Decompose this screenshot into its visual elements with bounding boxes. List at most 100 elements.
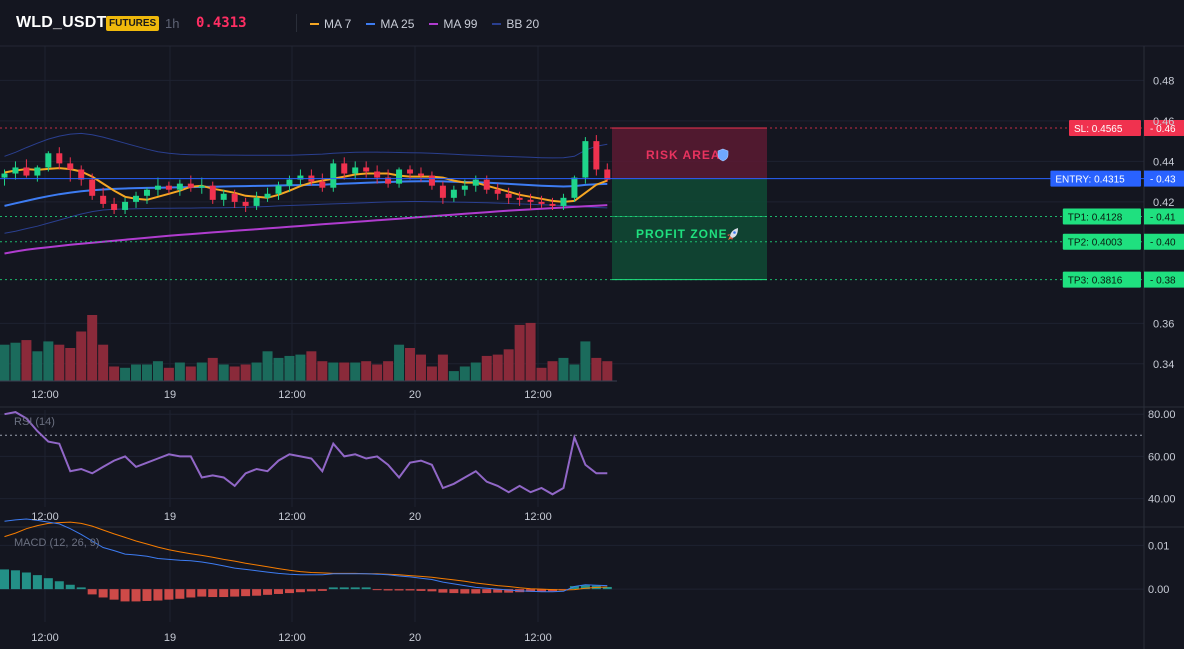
volume-bar bbox=[426, 366, 437, 381]
volume-bar bbox=[21, 340, 32, 381]
sl-axis-tag bbox=[1144, 119, 1184, 136]
volume-bar bbox=[207, 357, 218, 381]
candle-down bbox=[417, 173, 424, 176]
volume-bar bbox=[0, 344, 10, 381]
macd-histogram-bar bbox=[405, 589, 415, 591]
macd-label: MACD (12, 26, 9) bbox=[14, 537, 100, 549]
profit-zone bbox=[612, 178, 767, 280]
macd-axis-tick: 0.00 bbox=[1148, 584, 1169, 596]
price-axis-tick: 0.34 bbox=[1153, 359, 1174, 371]
candle-down bbox=[483, 179, 490, 190]
volume-bar bbox=[361, 361, 372, 381]
candle-up bbox=[264, 193, 271, 198]
candle-up bbox=[122, 201, 129, 210]
macd-histogram-bar bbox=[438, 589, 448, 593]
legend-ma25[interactable]: MA 25 bbox=[366, 17, 414, 31]
legend-ma7[interactable]: MA 7 bbox=[310, 17, 351, 31]
candle-up bbox=[396, 169, 403, 184]
bb-upper-band bbox=[4, 132, 608, 159]
time-axis-tick: 12:00 bbox=[524, 389, 552, 401]
candle-up bbox=[560, 197, 567, 206]
macd-histogram-bar bbox=[306, 589, 316, 592]
entry-tag bbox=[1050, 170, 1141, 187]
macd-histogram-bar bbox=[142, 589, 152, 601]
candle-down bbox=[242, 201, 249, 206]
macd-histogram-bar bbox=[493, 589, 503, 593]
tp1-tag-label: TP1: 0.4128 bbox=[1068, 212, 1123, 223]
time-axis-tick: 20 bbox=[409, 632, 421, 644]
time-axis-tick: 19 bbox=[164, 632, 176, 644]
volume-bar bbox=[415, 354, 426, 381]
volume-bar bbox=[591, 357, 602, 381]
macd-histogram-bar bbox=[449, 589, 459, 594]
grid-lines bbox=[0, 45, 1184, 649]
volume-bars bbox=[0, 315, 617, 382]
time-axis-tick: 12:00 bbox=[278, 389, 306, 401]
symbol-name[interactable]: WLD_USDT bbox=[16, 14, 107, 31]
volume-bar bbox=[65, 348, 76, 381]
macd-histogram-bar bbox=[54, 581, 64, 590]
volume-bar bbox=[131, 364, 142, 381]
volume-bar bbox=[251, 362, 262, 381]
price-axis-tick: 0.42 bbox=[1153, 197, 1174, 209]
volume-bar bbox=[196, 362, 207, 381]
candle-up bbox=[154, 185, 161, 190]
volume-bar bbox=[141, 364, 152, 381]
time-axis-tick: 12:00 bbox=[31, 389, 59, 401]
tp3-tag bbox=[1062, 271, 1141, 288]
legend-ma99-label: MA 99 bbox=[443, 17, 478, 31]
macd-histogram-bar bbox=[219, 589, 229, 598]
macd-histogram-bar bbox=[274, 589, 283, 594]
legend-bb20-label: BB 20 bbox=[506, 17, 540, 31]
volume-bar bbox=[350, 362, 361, 381]
volume-bar bbox=[120, 367, 131, 381]
macd-histogram-bar bbox=[504, 589, 514, 593]
macd-histogram-bar bbox=[482, 589, 492, 594]
candle-down bbox=[165, 185, 172, 190]
volume-bar bbox=[163, 367, 174, 381]
legend-ma25-label: MA 25 bbox=[380, 17, 415, 31]
volume-bar bbox=[306, 351, 317, 381]
macd-histogram-bar bbox=[98, 589, 108, 598]
volume-bar bbox=[109, 366, 120, 381]
candle-up bbox=[450, 189, 457, 198]
candle-up bbox=[1, 173, 8, 178]
macd-signal-line bbox=[4, 521, 608, 591]
macd-histogram-bar bbox=[197, 589, 207, 597]
volume-bar bbox=[240, 364, 251, 381]
macd-histogram-bar bbox=[361, 587, 371, 590]
chart-header: WLD_USDT FUTURES 1h 0.4313 MA 7 MA 25 MA… bbox=[0, 0, 1184, 46]
candle-down bbox=[319, 181, 326, 188]
rocket-icon-window bbox=[733, 231, 736, 234]
indicator-legend: MA 7 MA 25 MA 99 BB 20 bbox=[310, 17, 539, 31]
macd-histogram-bar bbox=[208, 589, 218, 598]
macd-histogram-bar bbox=[416, 589, 426, 591]
volume-bar bbox=[547, 361, 558, 381]
tp1-tag bbox=[1062, 208, 1141, 225]
timeframe-label[interactable]: 1h bbox=[165, 16, 180, 31]
volume-bar bbox=[76, 331, 87, 381]
macd-histogram-bar bbox=[65, 584, 75, 590]
macd-histogram-bar bbox=[284, 589, 294, 594]
macd-histogram-bar bbox=[526, 589, 536, 592]
price-axis-tick: 0.46 bbox=[1153, 116, 1174, 128]
candle-up bbox=[176, 183, 183, 190]
volume-bar bbox=[383, 361, 394, 381]
shield-icon bbox=[717, 148, 729, 162]
legend-bb20[interactable]: BB 20 bbox=[492, 17, 539, 31]
trade-zones bbox=[612, 127, 767, 281]
sl-tag-label: SL: 0.4565 bbox=[1074, 124, 1123, 135]
candle-up bbox=[253, 197, 260, 206]
volume-bar bbox=[514, 324, 525, 381]
volume-bar bbox=[328, 362, 339, 381]
volume-bar bbox=[174, 362, 185, 381]
volume-bar bbox=[43, 341, 54, 381]
volume-bar bbox=[459, 366, 470, 381]
candle-down bbox=[407, 169, 414, 174]
time-axis-tick: 20 bbox=[409, 389, 421, 401]
legend-ma7-swatch bbox=[310, 23, 319, 25]
macd-histogram-bar bbox=[471, 589, 481, 594]
bb-lower-band bbox=[4, 201, 608, 234]
legend-ma99[interactable]: MA 99 bbox=[429, 17, 477, 31]
